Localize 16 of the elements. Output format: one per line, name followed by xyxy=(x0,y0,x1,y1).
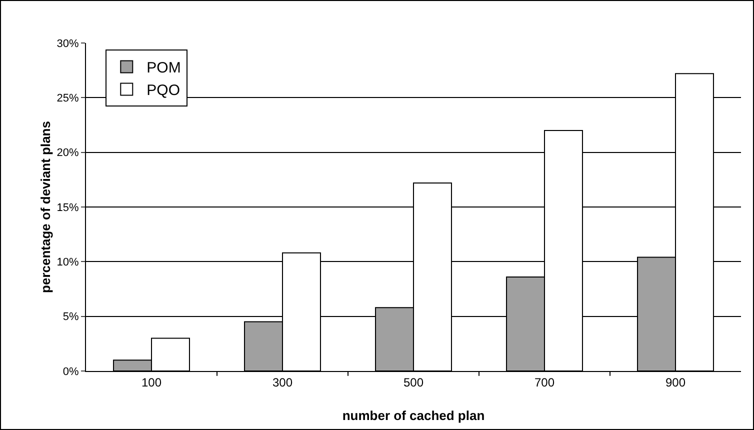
x-tick-label: 500 xyxy=(403,375,424,390)
y-tick-label: 20% xyxy=(56,147,80,160)
y-tick-label: 10% xyxy=(56,256,80,269)
y-tick-label: 25% xyxy=(56,92,80,105)
x-tick-label: 700 xyxy=(534,375,555,390)
y-tick-label: 15% xyxy=(56,202,80,214)
y-tick-label: 5% xyxy=(62,311,80,324)
legend-label: PQO xyxy=(146,82,180,100)
y-tick-label: 0% xyxy=(62,366,80,378)
legend-label: POM xyxy=(146,60,181,77)
y-tick-label: 30% xyxy=(56,38,80,50)
x-tick-label: 900 xyxy=(665,375,686,390)
x-axis-title: number of cached plan xyxy=(342,408,485,423)
y-axis-title: percentage of deviant plans xyxy=(38,121,53,293)
x-tick-label: 100 xyxy=(141,375,162,390)
x-tick-label: 300 xyxy=(272,375,293,390)
